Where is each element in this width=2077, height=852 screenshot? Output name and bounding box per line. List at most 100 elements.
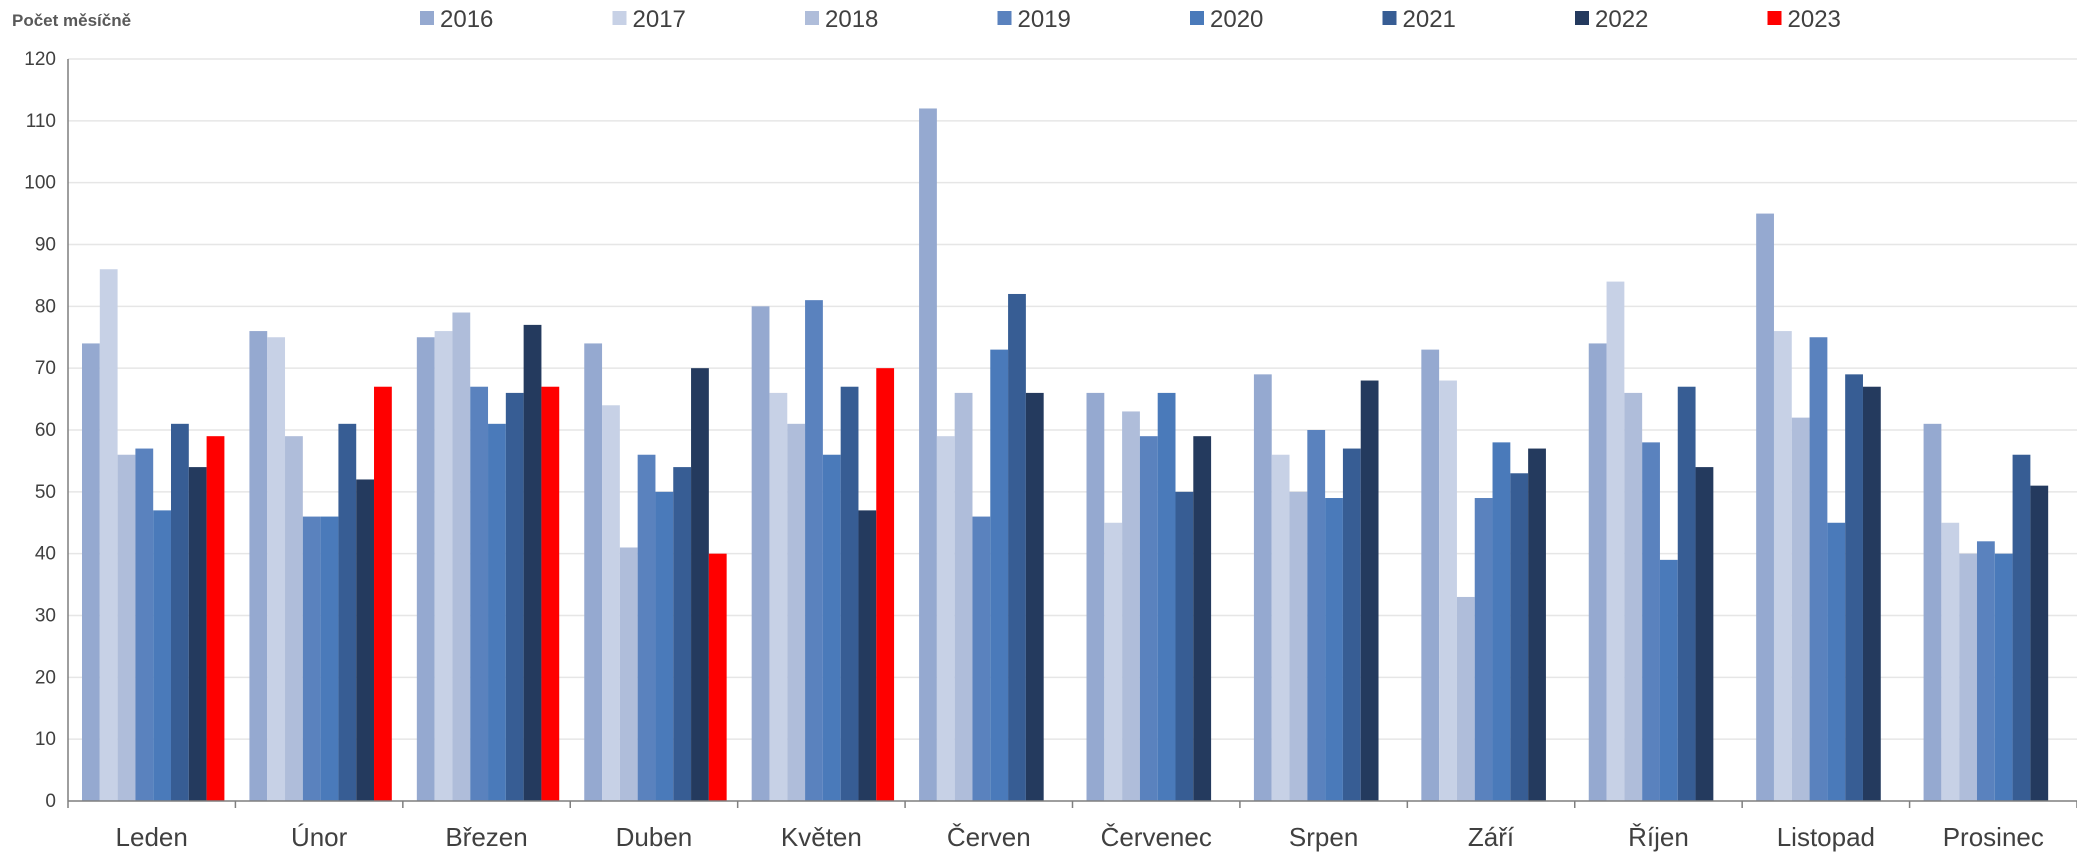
bar-2017-Červenec (1104, 522, 1123, 801)
bar-2019-Srpen (1307, 430, 1326, 801)
y-tick-label: 90 (35, 235, 56, 256)
bar-2016-Květen (751, 306, 770, 801)
x-category-label: Prosinec (1943, 822, 2044, 852)
bar-2020-Červen (990, 349, 1009, 801)
bar-2022-Říjen (1695, 467, 1714, 801)
bar-2022-Únor (356, 479, 375, 801)
bar-2017-Duben (602, 405, 620, 801)
y-tick-label: 20 (35, 667, 56, 688)
bar-2019-Září (1474, 498, 1493, 801)
bar-2018-Prosinec (1959, 553, 1977, 801)
bar-2020-Září (1492, 442, 1511, 801)
legend-item-2019: 2019 (997, 6, 1071, 33)
bar-2021-Září (1510, 473, 1529, 801)
legend-label: 2018 (825, 6, 878, 33)
y-tick-label: 60 (35, 420, 56, 441)
bar-2020-Listopad (1827, 522, 1846, 801)
bar-2016-Březen (416, 337, 435, 801)
bar-2020-Prosinec (1994, 553, 2013, 801)
bar-2018-Červen (954, 392, 973, 801)
y-tick-label: 70 (35, 358, 56, 379)
legend-item-2016: 2016 (420, 6, 493, 33)
bar-2017-Říjen (1606, 281, 1625, 802)
x-category-label: Srpen (1289, 822, 1358, 852)
x-category-label: Květen (781, 822, 862, 852)
bar-2020-Srpen (1325, 498, 1343, 801)
bar-2018-Únor (285, 436, 303, 801)
legend-item-2023: 2023 (1767, 6, 1841, 33)
legend-label: 2022 (1595, 6, 1648, 33)
bar-2016-Únor (249, 331, 268, 801)
bar-2017-Září (1439, 380, 1457, 801)
bar-2022-Srpen (1360, 380, 1379, 801)
x-category-label: Září (1468, 822, 1515, 852)
bar-2023-Únor (374, 386, 392, 801)
bar-2018-Duben (619, 547, 638, 801)
bar-2017-Květen (769, 392, 788, 801)
bar-2022-Červenec (1193, 436, 1212, 801)
bar-2021-Červenec (1175, 491, 1194, 801)
bar-2022-Listopad (1862, 386, 1881, 801)
bar-2016-Září (1421, 349, 1440, 801)
bar-2018-Červenec (1122, 411, 1140, 801)
legend-label: 2017 (633, 6, 686, 33)
legend-swatch (1767, 11, 1782, 25)
bar-2019-Květen (805, 300, 823, 801)
bar-2019-Říjen (1642, 442, 1660, 801)
bar-2017-Březen (434, 331, 453, 801)
legend-swatch (805, 11, 819, 25)
bar-2021-Červen (1008, 293, 1026, 801)
y-tick-label: 30 (35, 606, 56, 627)
legend-swatch (420, 11, 434, 25)
legend-label: 2019 (1018, 6, 1071, 33)
legend-swatch (1575, 11, 1589, 25)
bar-2023-Duben (708, 553, 727, 801)
bar-2022-Leden (188, 467, 207, 801)
legend-label: 2016 (440, 6, 493, 33)
y-tick-label: 10 (35, 729, 56, 750)
legend-label: 2021 (1403, 6, 1456, 33)
bar-2021-Únor (338, 423, 357, 801)
bar-2021-Leden (171, 423, 189, 801)
bar-2019-Únor (302, 516, 321, 801)
bar-2020-Říjen (1659, 559, 1678, 801)
y-tick-label: 110 (26, 111, 56, 132)
bar-2017-Červen (936, 436, 955, 801)
x-category-label: Červenec (1101, 822, 1212, 852)
bar-2023-Květen (876, 368, 895, 801)
bar-2021-Květen (840, 386, 859, 801)
bar-2018-Říjen (1624, 392, 1643, 801)
legend-item-2017: 2017 (612, 6, 686, 33)
x-category-label: Leden (116, 822, 188, 852)
legend-swatch (997, 11, 1012, 25)
x-category-label: Červen (947, 822, 1031, 852)
bar-2021-Srpen (1342, 448, 1361, 801)
bar-2018-Leden (117, 454, 136, 801)
bar-2021-Prosinec (2012, 454, 2031, 801)
bar-2022-Duben (691, 368, 709, 801)
bar-2020-Únor (320, 516, 339, 801)
bar-2016-Červen (919, 108, 937, 802)
gridlines (68, 58, 2077, 740)
y-tick-label: 120 (24, 49, 56, 70)
bar-2023-Březen (541, 386, 560, 801)
bar-2016-Listopad (1756, 213, 1774, 801)
y-axis-label: Počet měsíčně (12, 11, 131, 30)
bar-2017-Leden (99, 269, 118, 802)
bar-2017-Listopad (1773, 331, 1792, 801)
bar-2020-Leden (153, 510, 171, 801)
x-category-label: Duben (616, 822, 693, 852)
legend: 2016 2017 2018 2019 2020 2021 2022 2023 (420, 6, 1841, 33)
legend-swatch (612, 11, 627, 25)
x-category-label: Březen (445, 822, 527, 852)
bar-2023-Leden (206, 436, 225, 801)
y-tick-label: 50 (35, 482, 56, 503)
bar-2016-Říjen (1588, 343, 1607, 801)
bar-2018-Květen (787, 423, 806, 801)
bar-2016-Prosinec (1923, 423, 1942, 801)
bar-2017-Únor (267, 337, 286, 801)
bar-2017-Srpen (1271, 454, 1290, 801)
legend-label: 2023 (1788, 6, 1841, 33)
